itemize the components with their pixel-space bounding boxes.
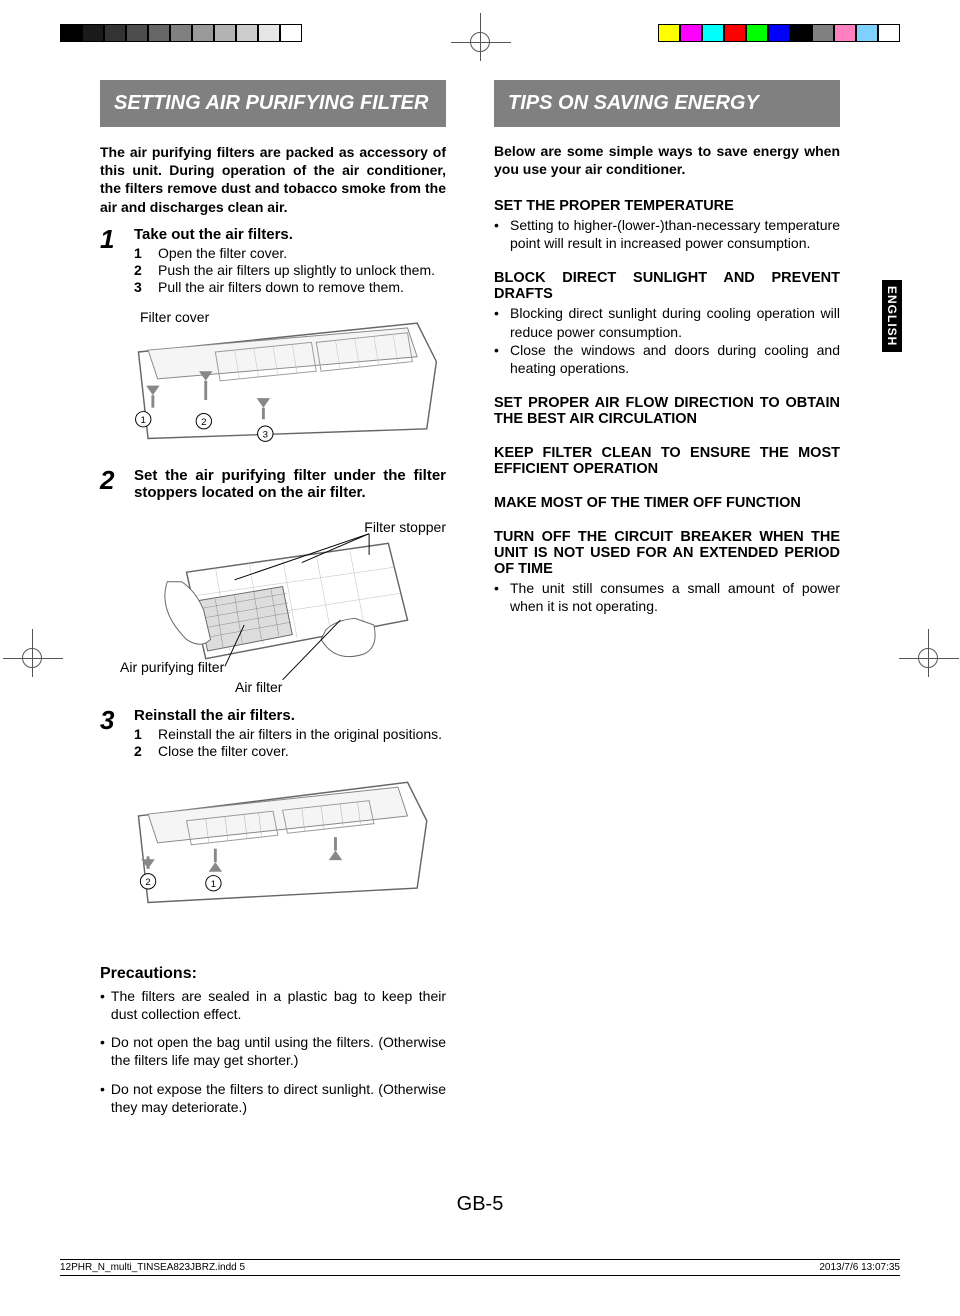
section-header-filter: SETTING AIR PURIFYING FILTER bbox=[100, 80, 446, 127]
diagram-3: 2 1 bbox=[100, 765, 446, 915]
right-column: TIPS ON SAVING ENERGY Below are some sim… bbox=[494, 80, 840, 1126]
step-1: 1 Take out the air filters. 1Open the fi… bbox=[100, 226, 446, 295]
svg-text:2: 2 bbox=[145, 877, 150, 888]
step-2: 2 Set the air purifying filter under the… bbox=[100, 467, 446, 505]
tip-6-head: TURN OFF THE CIRCUIT BREAKER WHEN THE UN… bbox=[494, 529, 840, 577]
precautions: Precautions: •The filters are sealed in … bbox=[100, 965, 446, 1116]
precautions-title: Precautions: bbox=[100, 965, 446, 983]
label-filter-stopper: Filter stopper bbox=[364, 519, 446, 535]
registration-mark-left bbox=[22, 648, 42, 668]
tip-2-head: BLOCK DIRECT SUNLIGHT AND PREVENT DRAFTS bbox=[494, 270, 840, 302]
step-3-title: Reinstall the air filters. bbox=[134, 707, 446, 724]
tips-intro: Below are some simple ways to save energ… bbox=[494, 143, 840, 178]
footer-file: 12PHR_N_multi_TINSEA823JBRZ.indd 5 bbox=[60, 1262, 245, 1273]
step-1-title: Take out the air filters. bbox=[134, 226, 446, 243]
svg-text:1: 1 bbox=[141, 415, 146, 426]
label-air-filter: Air filter bbox=[235, 679, 282, 695]
print-marks-top bbox=[0, 10, 960, 40]
step-1-number: 1 bbox=[100, 226, 122, 295]
step-3-number: 3 bbox=[100, 707, 122, 759]
color-bar bbox=[658, 24, 900, 42]
step-3: 3 Reinstall the air filters. 1Reinstall … bbox=[100, 707, 446, 759]
label-air-purifying-filter: Air purifying filter bbox=[120, 659, 224, 675]
diagram-1: Filter cover bbox=[100, 301, 446, 451]
section-header-tips: TIPS ON SAVING ENERGY bbox=[494, 80, 840, 127]
grayscale-bar bbox=[60, 24, 302, 42]
label-filter-cover: Filter cover bbox=[140, 309, 209, 325]
left-column: SETTING AIR PURIFYING FILTER The air pur… bbox=[100, 80, 446, 1126]
page-number: GB-5 bbox=[457, 1193, 504, 1216]
step-2-title: Set the air purifying filter under the f… bbox=[134, 467, 446, 501]
svg-text:1: 1 bbox=[211, 879, 216, 890]
svg-text:3: 3 bbox=[263, 429, 268, 440]
registration-mark-right bbox=[918, 648, 938, 668]
tip-5-head: MAKE MOST OF THE TIMER OFF FUNCTION bbox=[494, 495, 840, 511]
page-content: SETTING AIR PURIFYING FILTER The air pur… bbox=[100, 80, 840, 1126]
print-footer: 12PHR_N_multi_TINSEA823JBRZ.indd 5 2013/… bbox=[60, 1259, 900, 1276]
tip-3-head: SET PROPER AIR FLOW DIRECTION TO OBTAIN … bbox=[494, 395, 840, 427]
footer-date: 2013/7/6 13:07:35 bbox=[819, 1262, 900, 1273]
tip-1-head: SET THE PROPER TEMPERATURE bbox=[494, 198, 840, 214]
svg-text:2: 2 bbox=[201, 417, 206, 428]
step-2-number: 2 bbox=[100, 467, 122, 505]
filter-intro: The air purifying filters are packed as … bbox=[100, 143, 446, 216]
diagram-2: Filter stopper Air purifying filter Air … bbox=[100, 511, 446, 691]
tip-4-head: KEEP FILTER CLEAN TO ENSURE THE MOST EFF… bbox=[494, 445, 840, 477]
registration-mark-top bbox=[470, 32, 490, 52]
language-tab-english: ENGLISH bbox=[882, 280, 902, 352]
